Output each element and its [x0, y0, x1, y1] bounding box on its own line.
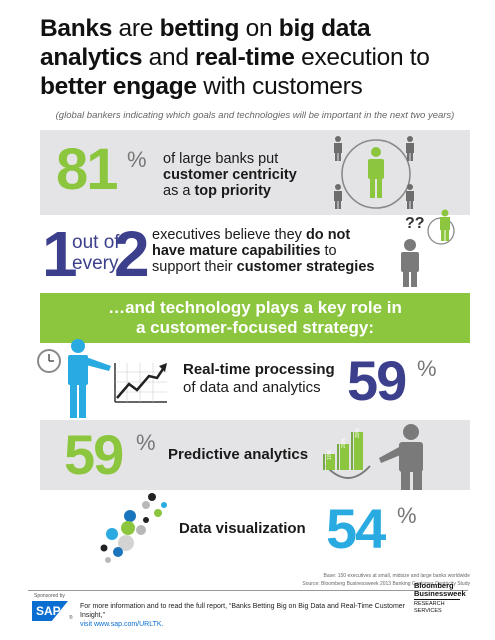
stat2-text: executives believe they do not have matu… — [152, 227, 374, 275]
stat1-text: of large banks put customer centricity a… — [163, 151, 297, 199]
stat2-line3b: customer strategies — [236, 259, 375, 275]
stat2-line1b: do not — [305, 227, 351, 243]
bar-label-30: 30% — [355, 427, 362, 439]
title-part: execution to — [294, 44, 430, 71]
realtime-text: Real-time processing of data and analyti… — [183, 361, 335, 397]
tech-banner-line1: …and technology plays a key role in — [108, 298, 402, 317]
page-title: Banks are betting on big data analytics … — [40, 14, 470, 101]
stat1-value: 81 — [56, 137, 118, 202]
stat2-line1a: executives believe they — [152, 227, 306, 243]
logo-divider — [414, 599, 460, 600]
realtime-unit: % — [417, 356, 437, 381]
footer-text: For more information and to read the ful… — [80, 602, 410, 629]
sap-trademark: ® — [69, 615, 73, 621]
stat1-line1: of large banks put — [163, 151, 279, 167]
title-part: analytics — [40, 44, 143, 71]
stat2-two: 2 — [114, 218, 150, 290]
sap-logo: SAP — [32, 601, 68, 621]
bar-chart-icon — [323, 432, 371, 479]
stat2-line3a: support their — [152, 259, 237, 275]
realtime-line1: Real-time processing — [183, 361, 335, 378]
tech-banner-line2: a customer-focused strategy: — [135, 318, 375, 337]
stat1-unit: % — [127, 147, 147, 172]
title-part: on — [239, 15, 279, 42]
stat2-outof-line1: out of — [72, 232, 120, 253]
dots-visualization-icon — [100, 493, 167, 563]
visualization-value: 54 — [326, 497, 386, 560]
footer-link[interactable]: visit www.sap.com/URLTK. — [80, 621, 164, 628]
bar-label-10: 10% — [327, 449, 334, 461]
research-services-label: RESEARCH SERVICES — [414, 601, 445, 615]
customer-centric-people-icon — [334, 136, 414, 209]
predictive-value: 59 — [64, 423, 124, 486]
visualization-unit: % — [397, 503, 417, 528]
question-marks: ?? — [405, 215, 425, 232]
title-part: big data — [278, 15, 371, 42]
title-part: betting — [159, 15, 240, 42]
base-note-line2: Source: Bloomberg Businessweek 2013 Bank… — [302, 581, 470, 587]
stat2-line2b: to — [320, 243, 337, 259]
title-part: and — [142, 44, 196, 71]
businessweek-word: Businessweek — [414, 589, 466, 598]
research-word: RESEARCH — [414, 601, 445, 607]
growth-chart-icon — [114, 363, 167, 403]
pointing-person-icon — [379, 424, 423, 490]
stat2-one: 1 — [42, 218, 78, 290]
title-part: real-time — [195, 44, 295, 71]
bloomberg-logo: Bloomberg Businessweek — [414, 582, 466, 598]
services-word: SERVICES — [414, 608, 442, 614]
title-part: Banks — [40, 15, 113, 42]
base-note: Base: 150 executives at small, midsize a… — [302, 572, 470, 588]
stat2-line2: have mature capabilities — [152, 243, 321, 259]
bloomberg-word: Bloomberg — [414, 581, 454, 590]
bar-label-20: 20% — [341, 437, 348, 449]
sponsored-by: Sponsored by — [34, 593, 65, 599]
stat2-outof-line2: every — [72, 253, 119, 274]
title-part: are — [112, 15, 160, 42]
presenter-person-icon — [68, 339, 111, 418]
thinking-person-icon — [401, 209, 455, 287]
stat2-outof: out of every — [72, 232, 120, 274]
footer-more-info: For more information and to read the ful… — [80, 603, 406, 619]
stat1-line3a: as a — [163, 183, 195, 199]
stat1-line2: customer centricity — [163, 167, 297, 183]
stat1-band — [40, 130, 470, 215]
realtime-value: 59 — [347, 349, 407, 412]
visualization-label: Data visualization — [179, 520, 306, 537]
tech-banner: …and technology plays a key role in a cu… — [40, 293, 470, 343]
stat1-line3b: top priority — [194, 183, 271, 199]
title-part: better engage — [40, 73, 197, 100]
base-note-line1: Base: 150 executives at small, midsize a… — [323, 573, 470, 579]
subtitle: (global bankers indicating which goals a… — [55, 110, 455, 121]
predictive-label: Predictive analytics — [168, 446, 309, 463]
title-part: with customers — [196, 73, 363, 100]
footer-divider — [28, 590, 468, 591]
realtime-line2: of data and analytics — [183, 379, 321, 396]
clock-icon — [37, 349, 61, 373]
predictive-unit: % — [136, 430, 156, 455]
